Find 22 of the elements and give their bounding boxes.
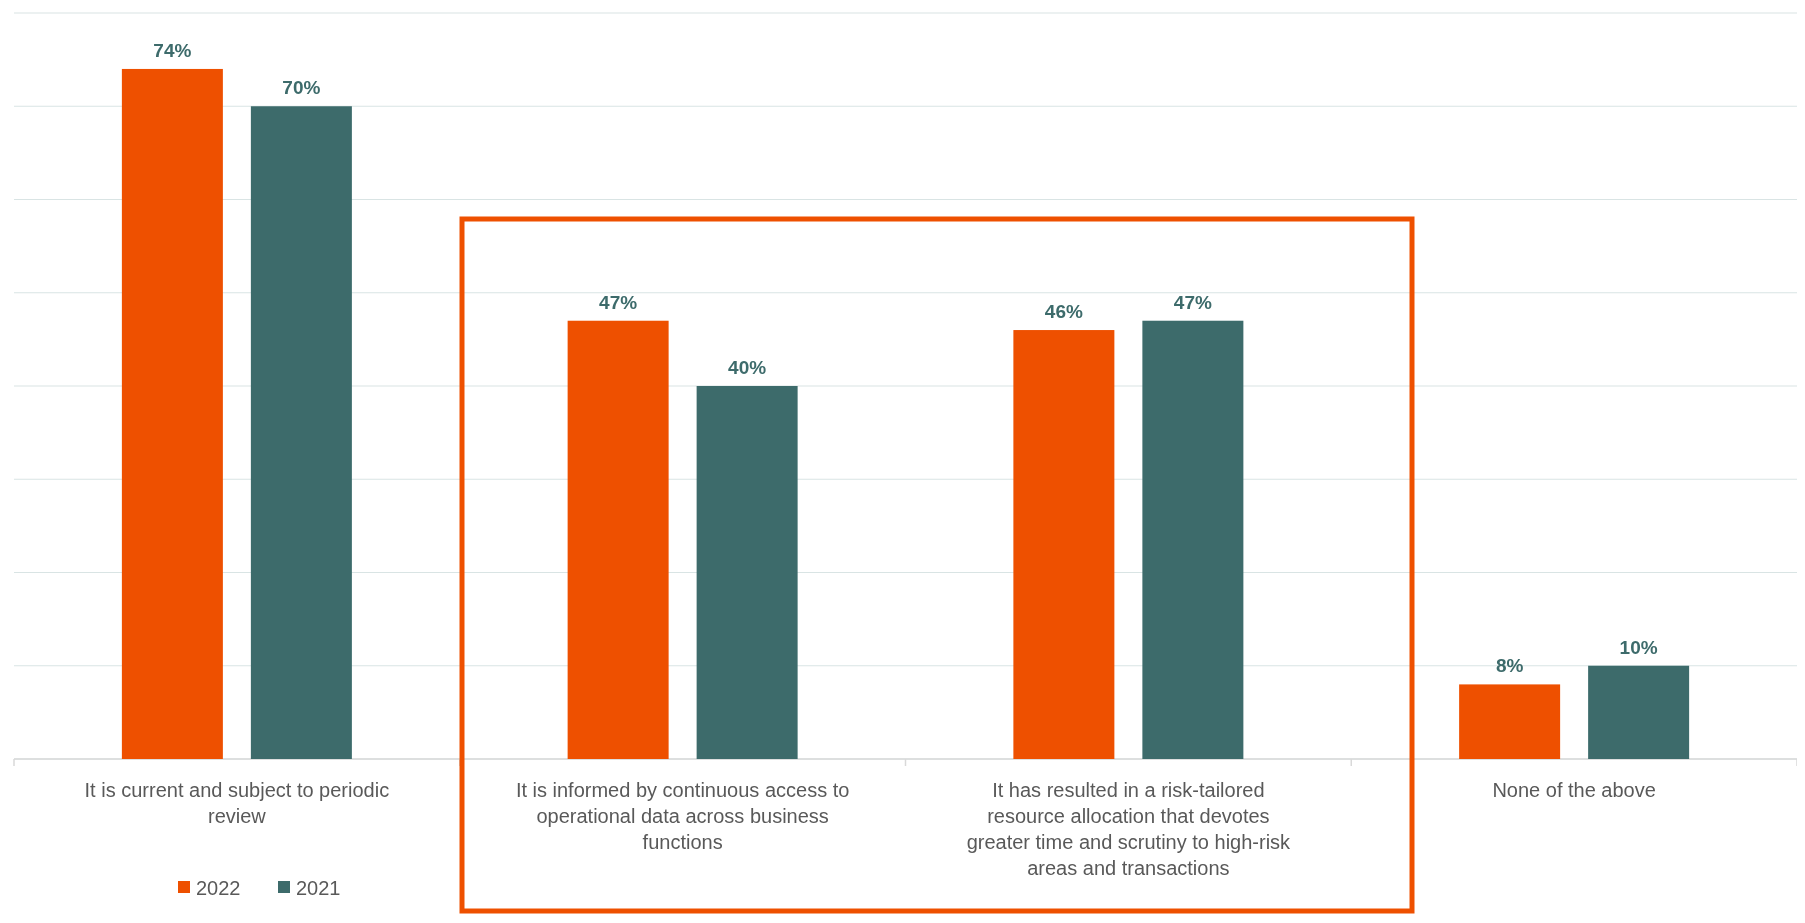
bar — [1142, 320, 1244, 759]
x-tick-label: It is current and subject to periodic review — [84, 779, 390, 827]
legend-label: 2021 — [296, 877, 341, 899]
data-label: 74% — [153, 39, 192, 61]
bar — [1013, 330, 1115, 759]
bar — [121, 68, 223, 759]
x-tick-label: It is informed by continuous access to operational data across business functions — [515, 779, 850, 853]
data-label: 40% — [728, 357, 767, 378]
data-label: 47% — [599, 291, 638, 313]
data-label: 47% — [1173, 291, 1212, 313]
bar — [1588, 665, 1690, 759]
data-label: 46% — [1044, 301, 1083, 323]
bar — [1459, 684, 1561, 759]
bar — [567, 320, 669, 759]
data-label: 10% — [1619, 636, 1658, 658]
x-tick-label: It has resulted in a risk-tailored resource allocation that devotes greater time and scrutiny to high-risk areas and transactions — [966, 779, 1292, 879]
x-tick-label: None of the above — [1492, 779, 1656, 801]
bar — [250, 106, 352, 759]
data-label: 8% — [1495, 655, 1524, 677]
bar — [696, 386, 798, 759]
data-label: 70% — [282, 77, 321, 99]
legend-label: 2022 — [196, 877, 241, 899]
